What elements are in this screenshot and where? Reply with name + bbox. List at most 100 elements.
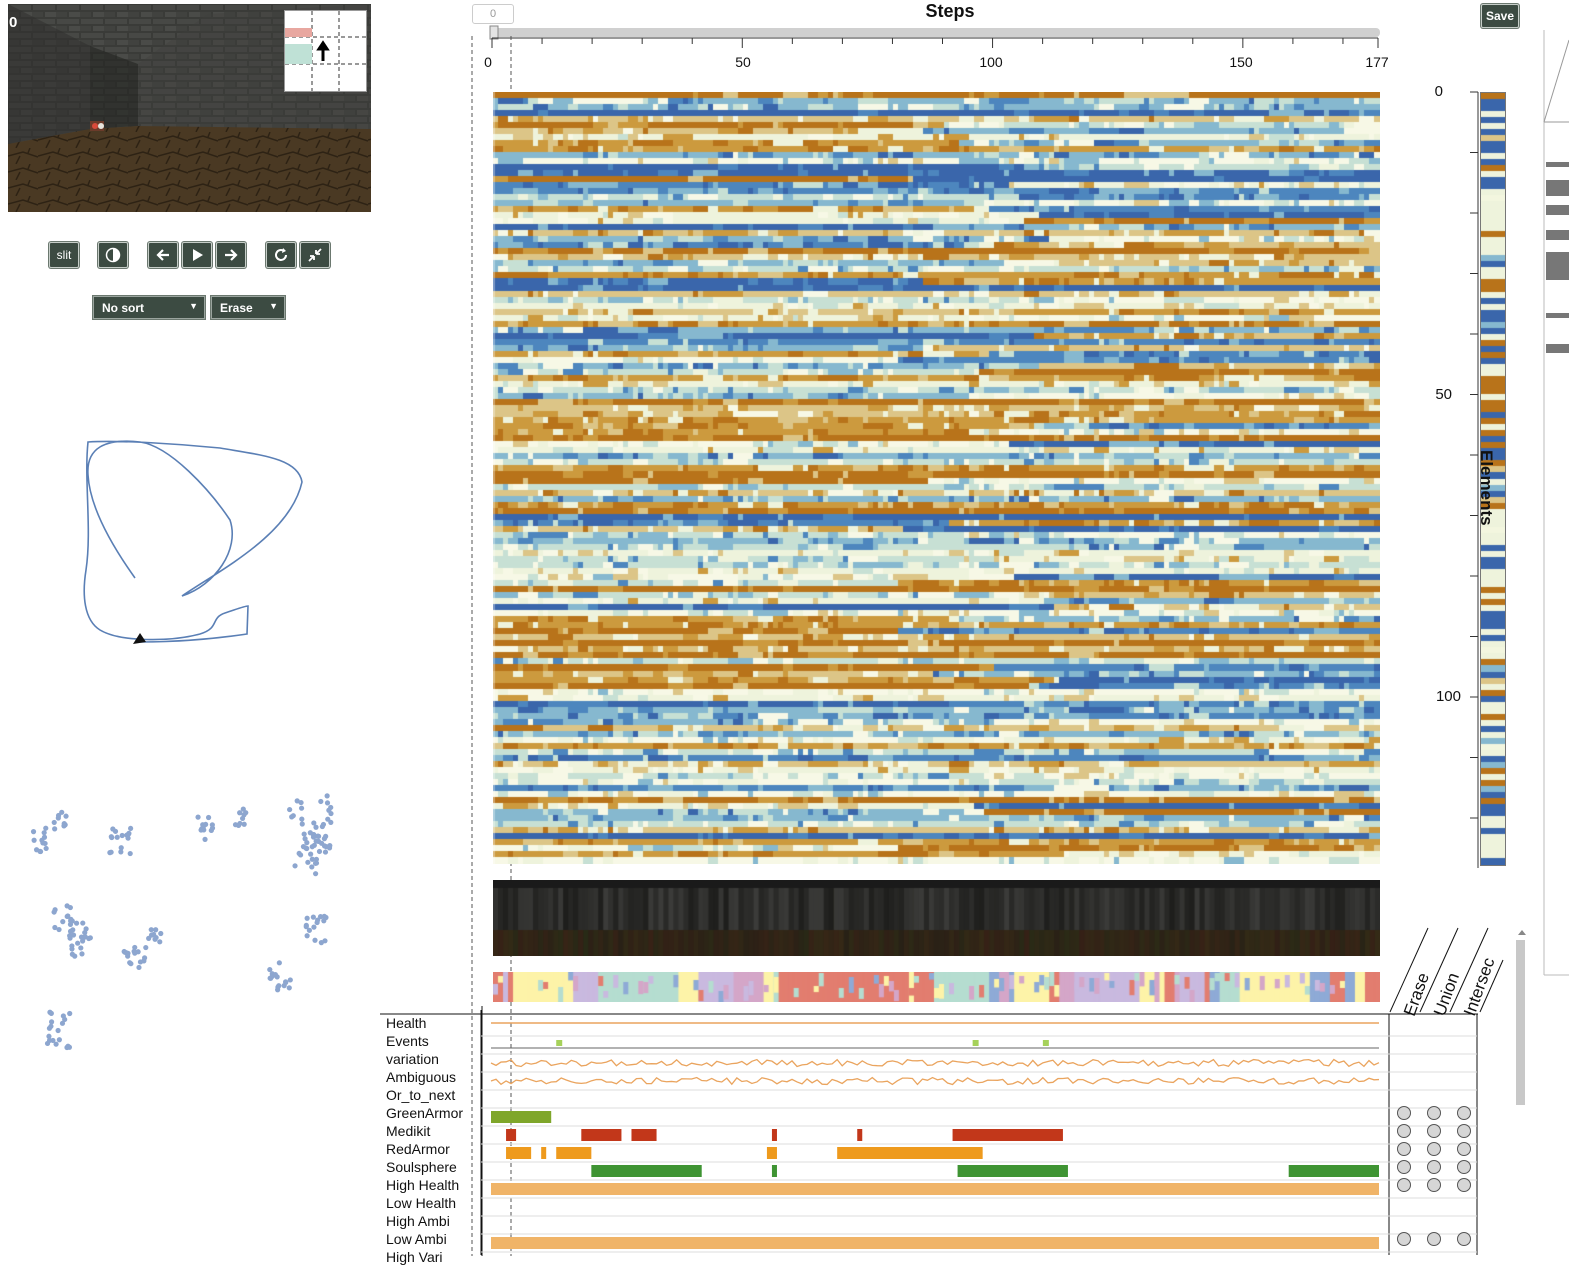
feature-label[interactable]: Low Ambi xyxy=(386,1231,447,1247)
embedding-point[interactable] xyxy=(125,953,131,959)
frame-thumbnail-strip[interactable] xyxy=(493,880,1380,956)
step-slider-track[interactable] xyxy=(490,28,1380,37)
feature-interval-bar[interactable] xyxy=(491,1237,1379,1249)
embedding-point[interactable] xyxy=(43,825,49,831)
embedding-point[interactable] xyxy=(60,919,66,925)
embedding-point[interactable] xyxy=(107,850,113,856)
embedding-point[interactable] xyxy=(128,961,134,967)
step-slider-handle[interactable] xyxy=(489,25,499,40)
feature-interval-bar[interactable] xyxy=(491,1183,1379,1195)
erase-toggle[interactable] xyxy=(1397,1142,1411,1156)
embedding-point[interactable] xyxy=(205,814,212,821)
embedding-point[interactable] xyxy=(235,822,242,829)
feature-interval-bar[interactable] xyxy=(506,1129,517,1141)
embedding-point[interactable] xyxy=(316,848,323,855)
embedding-point[interactable] xyxy=(309,844,315,850)
embedding-point[interactable] xyxy=(52,907,58,913)
embedding-point[interactable] xyxy=(306,927,312,933)
embedding-point[interactable] xyxy=(65,913,71,919)
embedding-point[interactable] xyxy=(328,819,334,826)
embedding-point[interactable] xyxy=(312,860,319,866)
feature-interval-bar[interactable] xyxy=(771,1129,777,1141)
union-toggle[interactable] xyxy=(1427,1142,1441,1156)
embedding-point[interactable] xyxy=(31,837,37,843)
embedding-point[interactable] xyxy=(59,809,65,815)
embedding-point[interactable] xyxy=(43,845,49,852)
intersec-toggle[interactable] xyxy=(1457,1124,1471,1138)
embedding-point[interactable] xyxy=(309,864,315,870)
embedding-point[interactable] xyxy=(51,819,57,826)
embedding-point[interactable] xyxy=(202,836,208,842)
embedding-point[interactable] xyxy=(325,816,331,822)
embedding-point[interactable] xyxy=(297,852,304,858)
embedding-point[interactable] xyxy=(56,1037,62,1043)
embedding-point[interactable] xyxy=(312,871,319,877)
feature-label[interactable]: High Health xyxy=(386,1177,460,1193)
embedding-point[interactable] xyxy=(153,927,159,933)
embedding-point[interactable] xyxy=(141,958,147,964)
scrollbar[interactable] xyxy=(1515,930,1526,1105)
feature-interval-bar[interactable] xyxy=(952,1129,1063,1141)
embedding-point[interactable] xyxy=(65,1043,71,1049)
embedding-point[interactable] xyxy=(328,810,334,817)
feature-interval-bar[interactable] xyxy=(506,1147,532,1159)
embedding-point[interactable] xyxy=(292,863,298,869)
feature-label[interactable]: Ambiguous xyxy=(386,1069,457,1085)
embedding-point[interactable] xyxy=(286,985,292,991)
embedding-point[interactable] xyxy=(75,940,81,946)
feature-label[interactable]: Health xyxy=(386,1015,427,1031)
step-input[interactable]: 0 xyxy=(472,4,514,24)
embedding-point[interactable] xyxy=(313,856,320,862)
embedding-point[interactable] xyxy=(108,834,114,840)
embedding-point[interactable] xyxy=(200,824,206,830)
embedding-point[interactable] xyxy=(298,805,305,811)
embedding-point[interactable] xyxy=(59,1020,66,1026)
embedding-point[interactable] xyxy=(52,826,58,832)
embedding-point[interactable] xyxy=(118,845,124,851)
feature-interval-bar[interactable] xyxy=(631,1129,657,1141)
embedding-point[interactable] xyxy=(82,929,88,936)
feature-label[interactable]: RedArmor xyxy=(386,1141,450,1157)
feature-interval-bar[interactable] xyxy=(556,1147,592,1159)
feature-interval-bar[interactable] xyxy=(591,1165,702,1177)
embedding-point[interactable] xyxy=(324,800,331,806)
embedding-point[interactable] xyxy=(158,930,164,937)
embedding-point[interactable] xyxy=(276,960,282,966)
embedding-point[interactable] xyxy=(48,1023,54,1029)
embedding-point[interactable] xyxy=(303,922,309,928)
embedding-point[interactable] xyxy=(127,850,133,857)
embedding-point[interactable] xyxy=(311,820,317,826)
embedding-point[interactable] xyxy=(320,821,327,828)
embedding-point[interactable] xyxy=(60,1013,66,1019)
embedding-point[interactable] xyxy=(69,943,75,949)
feature-label[interactable]: High Vari xyxy=(386,1249,443,1265)
feature-interval-bar[interactable] xyxy=(857,1129,863,1141)
embedding-point[interactable] xyxy=(313,824,319,830)
embedding-point[interactable] xyxy=(79,951,85,957)
embedding-point[interactable] xyxy=(304,840,310,846)
feature-interval-bar[interactable] xyxy=(957,1165,1068,1177)
embedding-point[interactable] xyxy=(80,920,86,926)
collapse-button[interactable] xyxy=(300,242,330,268)
feature-interval-bar[interactable] xyxy=(541,1147,547,1159)
embedding-point[interactable] xyxy=(240,806,246,812)
embedding-point[interactable] xyxy=(241,821,247,827)
embedding-point[interactable] xyxy=(112,828,119,834)
embedding-point[interactable] xyxy=(317,914,324,920)
erase-toggle[interactable] xyxy=(1397,1124,1411,1138)
embedding-point[interactable] xyxy=(41,830,47,836)
embedding-point[interactable] xyxy=(287,806,293,813)
embedding-point[interactable] xyxy=(80,938,86,944)
event-marker[interactable] xyxy=(972,1040,979,1046)
embedding-point[interactable] xyxy=(48,1010,54,1016)
embedding-point[interactable] xyxy=(39,837,45,843)
embedding-point[interactable] xyxy=(55,812,62,819)
union-toggle[interactable] xyxy=(1427,1232,1441,1246)
embedding-point[interactable] xyxy=(326,845,333,851)
embedding-point[interactable] xyxy=(30,829,37,835)
event-marker[interactable] xyxy=(556,1040,563,1046)
embedding-point[interactable] xyxy=(304,915,310,921)
embedding-point[interactable] xyxy=(126,830,132,836)
intersec-toggle[interactable] xyxy=(1457,1178,1471,1192)
embedding-point[interactable] xyxy=(118,849,124,855)
